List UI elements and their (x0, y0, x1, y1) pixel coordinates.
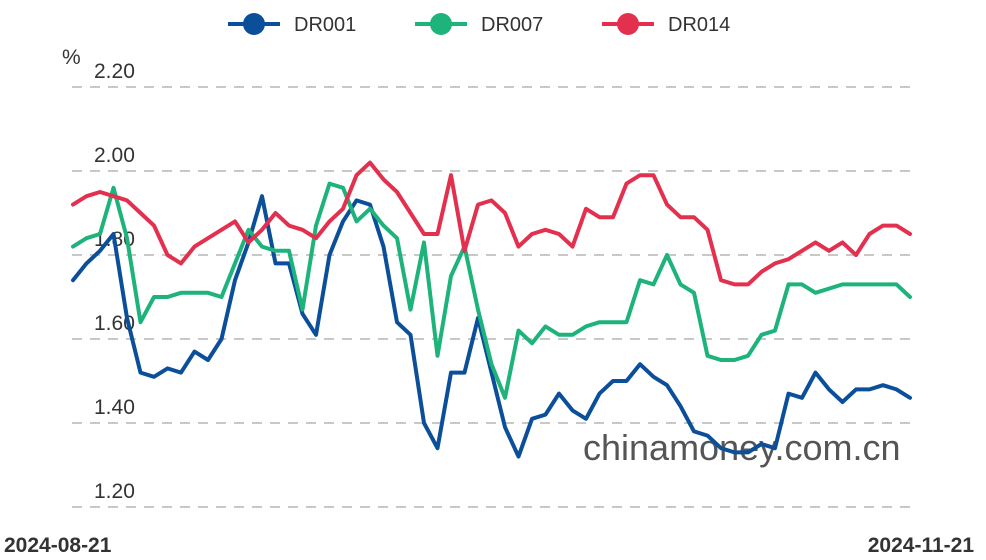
y-axis-ticks: 2.202.001.801.601.401.20 (94, 60, 135, 503)
series-line-dr001 (71, 194, 912, 459)
y-tick-label: 1.40 (94, 396, 135, 419)
y-tick-label: 1.20 (94, 480, 135, 503)
series-line-dr014 (71, 160, 912, 287)
grid-lines (72, 86, 912, 508)
legend-label: DR001 (294, 14, 356, 36)
plot-area (71, 160, 912, 459)
legend-marker (243, 13, 265, 35)
series-line-dr007 (71, 181, 912, 400)
legend-marker (430, 13, 452, 35)
y-axis-unit: % (62, 46, 81, 69)
legend-item-dr007[interactable]: DR007 (415, 13, 543, 36)
legend-marker (617, 13, 639, 35)
legend-item-dr014[interactable]: DR014 (602, 13, 730, 36)
legend-label: DR007 (481, 14, 543, 36)
legend-item-dr001[interactable]: DR001 (228, 13, 356, 36)
legend[interactable]: DR001 DR007 DR014 (228, 13, 730, 36)
x-axis-end-label: 2024-11-21 (868, 534, 975, 557)
x-axis-start-label: 2024-08-21 (4, 534, 112, 557)
y-tick-label: 2.20 (94, 60, 135, 83)
y-tick-label: 2.00 (94, 144, 135, 167)
watermark: chinamoney.com.cn (583, 427, 900, 468)
y-tick-label: 1.60 (94, 312, 135, 335)
legend-label: DR014 (668, 14, 730, 36)
